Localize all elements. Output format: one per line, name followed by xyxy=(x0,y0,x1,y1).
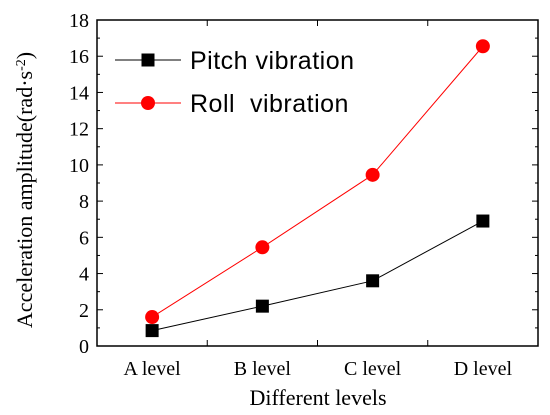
x-axis-title: Different levels xyxy=(249,385,386,410)
y-axis-title-main: Acceleration amplitude(rad·s xyxy=(12,71,37,328)
roll-vibration-line xyxy=(151,45,484,318)
roll-vibration-point xyxy=(475,39,490,54)
y-tick-label: 0 xyxy=(79,336,89,358)
y-tick-label: 16 xyxy=(69,46,89,68)
pitch-vibration-point xyxy=(476,214,490,228)
x-axis: A level B level C level D level xyxy=(124,20,513,380)
x-tick-label: C level xyxy=(344,358,402,380)
roll-vibration-point xyxy=(145,310,160,325)
y-tick-label: 12 xyxy=(69,119,89,141)
pitch-vibration-point xyxy=(145,324,159,338)
pitch-vibration-line xyxy=(152,220,484,332)
y-tick-label: 10 xyxy=(69,155,89,177)
roll-vibration-point xyxy=(255,240,270,255)
pitch-vibration-point xyxy=(255,299,269,313)
legend-marker-roll-vibration xyxy=(141,96,155,110)
y-tick-label: 6 xyxy=(79,227,89,249)
y-tick-label: 8 xyxy=(79,191,89,213)
x-tick-label: A level xyxy=(124,358,182,380)
y-tick-label: 14 xyxy=(69,82,89,104)
y-axis-title-exponent: -2 xyxy=(14,59,29,71)
y-axis-title-close: ) xyxy=(12,52,37,59)
x-tick-label: D level xyxy=(454,358,513,380)
legend: Pitch vibration Roll vibration xyxy=(115,47,355,118)
x-tick-label: B level xyxy=(234,358,292,380)
y-tick-label: 4 xyxy=(79,264,89,286)
legend-label-pitch-vibration: Pitch vibration xyxy=(190,47,355,75)
y-tick-label: 18 xyxy=(69,10,89,32)
series-layer xyxy=(145,39,490,338)
legend-marker-pitch-vibration xyxy=(141,53,155,67)
y-axis-title: Acceleration amplitude(rad·s-2) xyxy=(12,52,37,328)
y-tick-label: 2 xyxy=(79,300,89,322)
pitch-vibration-point xyxy=(366,274,380,288)
roll-vibration-point xyxy=(365,167,380,182)
y-axis: 0 2 4 6 8 10 12 14 16 18 xyxy=(69,10,538,358)
legend-label-roll-vibration: Roll vibration xyxy=(190,90,349,118)
